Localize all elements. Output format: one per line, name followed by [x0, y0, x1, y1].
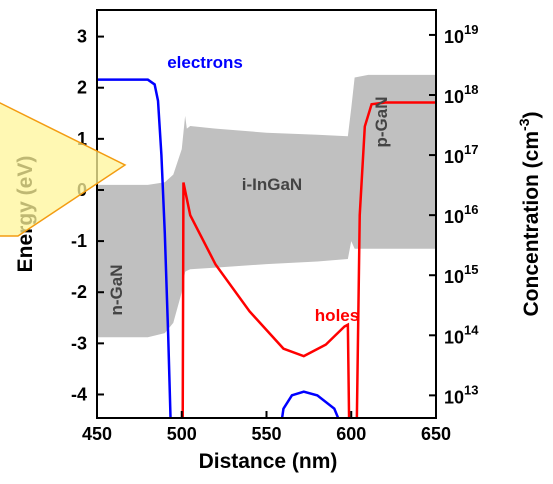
y2-tick-base: 10 [444, 27, 464, 47]
y-tick-label: -4 [71, 384, 87, 404]
y2-axis-title: Concentration (cm-3) [516, 112, 543, 317]
y2-title-sup: -3 [516, 118, 532, 131]
y2-tick-label: 1018 [444, 82, 479, 107]
y2-tick-label: 1017 [444, 142, 479, 167]
y2-tick-base: 10 [444, 207, 464, 227]
x-tick-label: 550 [251, 424, 281, 444]
y2-tick-exponent: 17 [464, 142, 478, 157]
x-tick-label: 450 [82, 424, 112, 444]
y2-tick-exponent: 18 [464, 82, 478, 97]
y-tick-label: -1 [71, 231, 87, 251]
annotation: n-GaN [107, 265, 126, 316]
annotation: p-GaN [372, 97, 391, 148]
y2-tick-label: 1019 [444, 22, 479, 47]
y2-tick-label: 1015 [444, 262, 479, 287]
y-tick-label: 3 [77, 27, 87, 47]
y2-title-end: ) [520, 112, 543, 119]
series-label: holes [315, 306, 359, 325]
y2-tick-base: 10 [444, 87, 464, 107]
y2-tick-label: 1014 [444, 322, 479, 347]
y2-tick-base: 10 [444, 267, 464, 287]
y2-tick-base: 10 [444, 147, 464, 167]
y2-tick-label: 1013 [444, 382, 479, 407]
x-axis-title: Distance (nm) [199, 450, 338, 473]
series-label: electrons [167, 53, 243, 72]
x-tick-label: 500 [167, 424, 197, 444]
y2-tick-exponent: 19 [464, 22, 478, 37]
y2-tick-exponent: 16 [464, 202, 478, 217]
y2-tick-base: 10 [444, 327, 464, 347]
y2-title-text: Concentration (cm [520, 131, 543, 317]
x-tick-label: 600 [336, 424, 366, 444]
y2-tick-label: 1016 [444, 202, 479, 227]
y2-tick-exponent: 14 [464, 322, 479, 337]
y-tick-label: -3 [71, 333, 87, 353]
y-tick-label: 2 [77, 78, 87, 98]
y2-tick-base: 10 [444, 387, 464, 407]
y-tick-label: -2 [71, 282, 87, 302]
y2-tick-exponent: 13 [464, 382, 478, 397]
y2-tick-exponent: 15 [464, 262, 478, 277]
annotation: i-InGaN [242, 175, 302, 194]
x-tick-label: 650 [421, 424, 451, 444]
chart: Distance (nm) Energy (eV) Concentration … [0, 0, 553, 484]
